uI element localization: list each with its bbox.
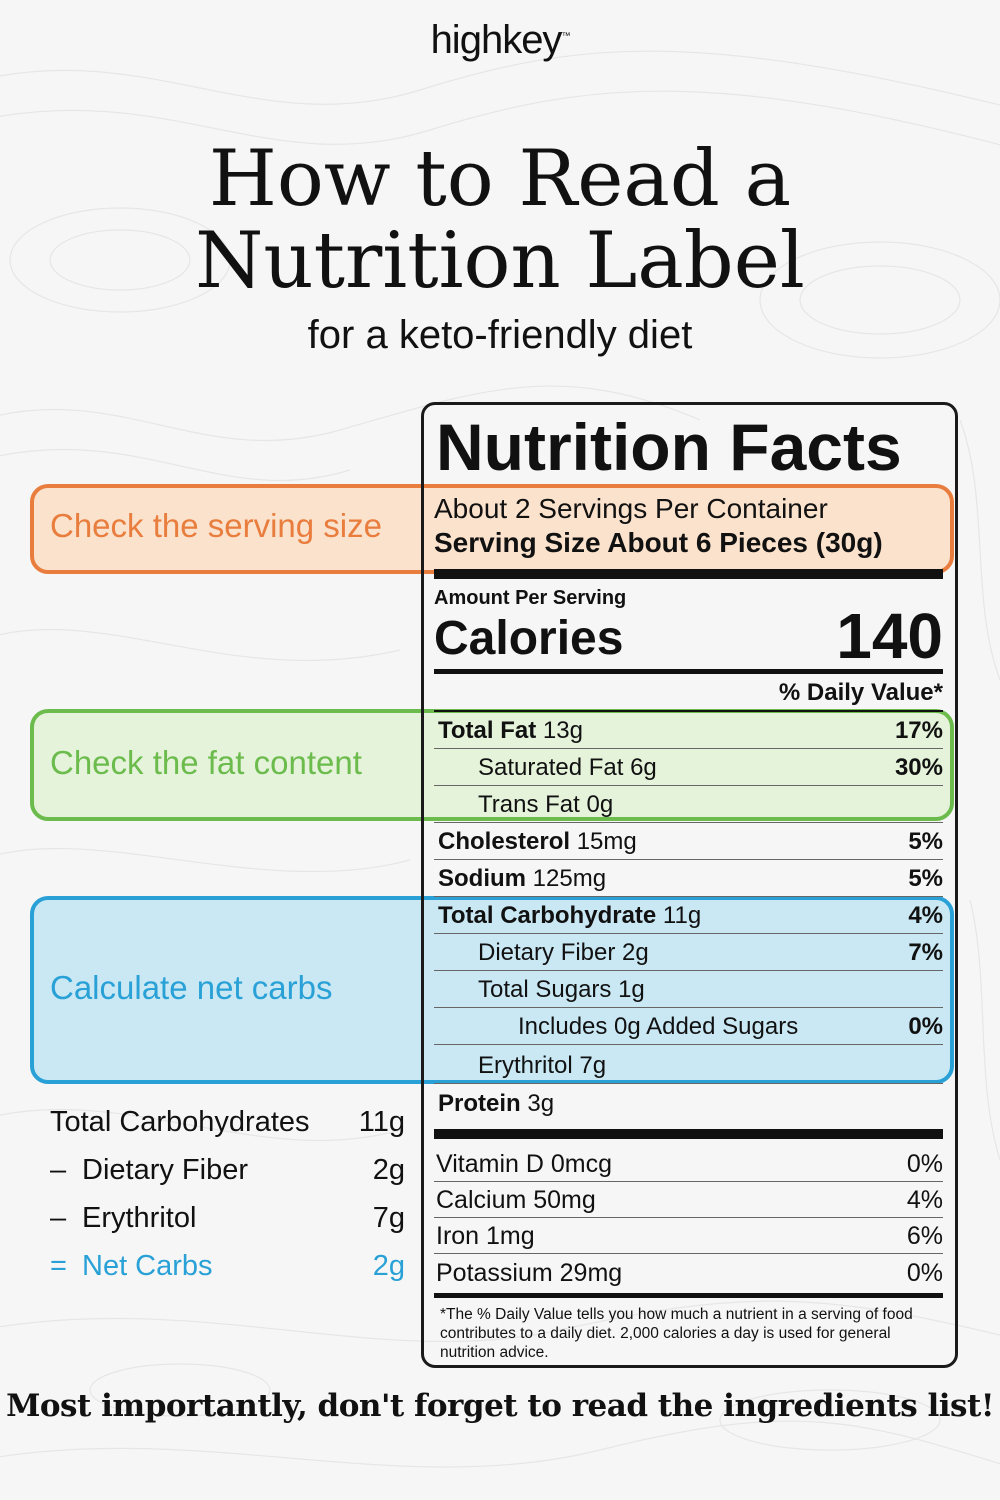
nutrient-amount: Total Sugars 1g (478, 976, 645, 1003)
nutrient-amount: 13g (536, 717, 583, 744)
nutrient-row-trans-fat: Trans Fat 0g (434, 786, 943, 823)
callout-fat-content: Check the fat content (50, 744, 362, 781)
equals-sign: = (50, 1250, 67, 1282)
nutrient-row-protein: Protein 3g (434, 1085, 943, 1122)
serving-size-highlight (30, 484, 954, 574)
calc-value: 2g (372, 1250, 405, 1282)
nutrition-facts-panel: Nutrition Facts About 2 Servings Per Con… (421, 402, 958, 1368)
nutrient-name: Cholesterol (438, 828, 571, 855)
callout-net-carbs: Calculate net carbs (50, 969, 333, 1006)
nutrient-row-saturated-fat: Saturated Fat 6g 30% (434, 749, 943, 786)
trademark-mark: ™ (561, 30, 570, 41)
divider-medium (434, 1293, 943, 1298)
divider-thick (434, 1129, 943, 1139)
logo-text: highkey (430, 18, 563, 62)
servings-per-container: About 2 Servings Per Container (434, 493, 828, 524)
vitamin-daily-value: 0% (906, 1150, 943, 1178)
nutrient-daily-value: 30% (894, 754, 943, 781)
calc-value: 7g (372, 1202, 405, 1234)
minus-sign: – (50, 1154, 67, 1186)
divider-medium (434, 669, 943, 674)
nutrient-row-total-fat: Total Fat 13g 17% (434, 712, 943, 749)
nutrient-name: Total Carbohydrate (438, 902, 657, 929)
nutrient-amount: 3g (520, 1090, 555, 1117)
vitamin-row-iron: Iron 1mg 6% (434, 1218, 943, 1254)
calc-label: Dietary Fiber (82, 1154, 248, 1186)
calc-value: 2g (372, 1154, 405, 1186)
net-carbs-highlight (30, 896, 954, 1084)
vitamin-row-vitamin-d: Vitamin D 0mcg 0% (434, 1146, 943, 1182)
vitamin-name: Vitamin D 0mcg (436, 1150, 612, 1178)
nutrient-daily-value: 0% (908, 1013, 943, 1040)
nutrient-amount: Trans Fat 0g (478, 791, 614, 818)
vitamin-name: Calcium 50mg (436, 1186, 596, 1214)
vitamin-name: Potassium 29mg (436, 1259, 623, 1287)
vitamin-daily-value: 4% (906, 1186, 943, 1214)
calc-erythritol: – Erythritol 7g (50, 1202, 405, 1244)
nutrient-daily-value: 5% (908, 865, 943, 892)
nutrient-daily-value: 4% (908, 902, 943, 929)
vitamin-row-calcium: Calcium 50mg 4% (434, 1182, 943, 1218)
nutrient-amount: Includes 0g Added Sugars (518, 1013, 799, 1040)
nutrient-name: Total Fat (438, 717, 537, 744)
daily-value-header: % Daily Value* (778, 679, 943, 706)
nutrient-amount: 15mg (570, 828, 637, 855)
calories-label: Calories (434, 612, 624, 665)
calories-value: 140 (836, 600, 943, 672)
calc-label: Net Carbs (82, 1250, 213, 1282)
nutrient-daily-value: 5% (908, 828, 943, 855)
nutrient-row-total-sugars: Total Sugars 1g (434, 971, 943, 1008)
nutrient-row-cholesterol: Cholesterol 15mg 5% (434, 823, 943, 860)
nutrient-name: Sodium (438, 865, 526, 892)
ingredients-reminder: Most importantly, don't forget to read t… (6, 1388, 994, 1424)
vitamin-daily-value: 0% (906, 1259, 943, 1287)
brand-logo: highkey™ (0, 18, 1000, 63)
vitamin-row-potassium: Potassium 29mg 0% (434, 1255, 943, 1291)
title-line-1: How to Read a (208, 134, 792, 224)
nutrient-row-added-sugars: Includes 0g Added Sugars 0% (434, 1008, 943, 1045)
nutrient-daily-value: 7% (908, 939, 943, 966)
calc-dietary-fiber: – Dietary Fiber 2g (50, 1154, 405, 1196)
nutrient-amount: Erythritol 7g (478, 1052, 607, 1079)
divider-thin (434, 710, 943, 712)
calc-total-carbs: Total Carbohydrates 11g (50, 1106, 405, 1148)
nutrient-amount: Saturated Fat 6g (478, 754, 657, 781)
daily-value-footnote: *The % Daily Value tells you how much a … (440, 1306, 913, 1361)
nutrient-row-dietary-fiber: Dietary Fiber 2g 7% (434, 934, 943, 971)
nutrient-row-total-carbohydrate: Total Carbohydrate 11g 4% (434, 897, 943, 934)
amount-per-serving-label: Amount Per Serving (434, 587, 627, 609)
nutrient-row-sodium: Sodium 125mg 5% (434, 860, 943, 897)
callout-serving-size: Check the serving size (50, 507, 382, 544)
serving-size: Serving Size About 6 Pieces (30g) (434, 527, 883, 558)
nutrient-amount: 11g (656, 902, 702, 929)
divider-thick (434, 569, 943, 579)
calc-label: Erythritol (82, 1202, 197, 1234)
nutrient-name: Protein (438, 1090, 521, 1117)
title-line-2: Nutrition Label (195, 216, 805, 306)
minus-sign: – (50, 1202, 67, 1234)
calc-value: 11g (358, 1106, 405, 1138)
vitamin-daily-value: 6% (906, 1222, 943, 1250)
nutrition-facts-title: Nutrition Facts (436, 410, 902, 484)
nutrient-row-erythritol: Erythritol 7g (434, 1047, 943, 1084)
nutrient-daily-value: 17% (894, 717, 943, 744)
vitamin-name: Iron 1mg (436, 1222, 535, 1250)
page-title: How to Read a Nutrition Label (0, 138, 1000, 302)
calc-net-carbs: = Net Carbs 2g (50, 1250, 405, 1292)
calc-label: Total Carbohydrates (50, 1106, 310, 1138)
nutrient-amount: Dietary Fiber 2g (478, 939, 649, 966)
page-subtitle: for a keto-friendly diet (307, 313, 693, 357)
nutrient-amount: 125mg (526, 865, 607, 892)
